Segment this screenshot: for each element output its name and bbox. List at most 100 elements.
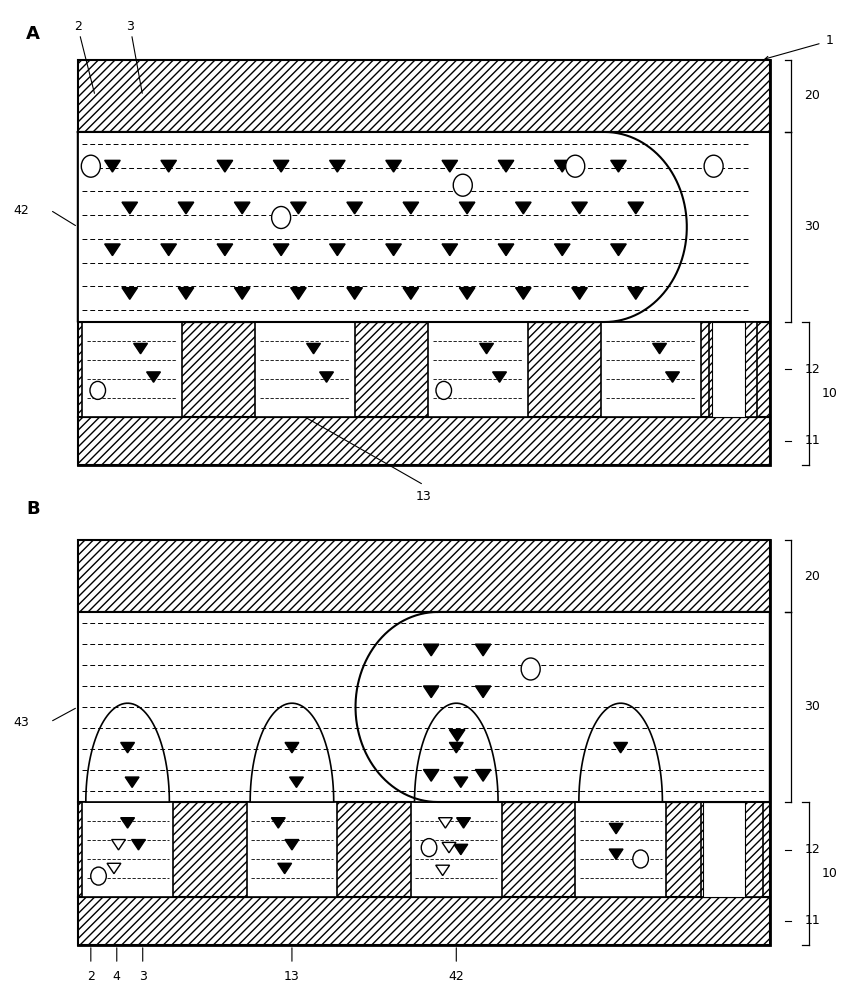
Polygon shape [403, 288, 419, 299]
Text: 30: 30 [804, 220, 820, 233]
Polygon shape [330, 244, 345, 256]
Bar [703, 802, 745, 897]
Polygon shape [572, 202, 587, 214]
Bar [601, 322, 701, 417]
Polygon shape [609, 849, 623, 859]
Polygon shape [131, 840, 145, 850]
Polygon shape [217, 244, 233, 256]
Polygon shape [403, 202, 419, 214]
Polygon shape [125, 777, 139, 787]
Polygon shape [424, 686, 439, 698]
Polygon shape [120, 818, 135, 828]
Bar [78, 897, 770, 945]
Polygon shape [442, 160, 458, 172]
Wedge shape [356, 612, 438, 802]
Polygon shape [611, 160, 626, 172]
Polygon shape [386, 244, 401, 256]
Polygon shape [105, 160, 120, 172]
Bar [78, 612, 770, 802]
Polygon shape [414, 703, 498, 802]
Bar [82, 802, 173, 897]
Text: 42: 42 [13, 204, 29, 217]
Polygon shape [436, 865, 450, 876]
Polygon shape [579, 703, 663, 802]
Polygon shape [161, 160, 176, 172]
Text: 11: 11 [804, 914, 820, 928]
Text: 10: 10 [822, 867, 837, 880]
Polygon shape [86, 703, 170, 802]
Bar [78, 132, 770, 322]
Bar [78, 417, 770, 465]
Circle shape [633, 850, 649, 868]
Polygon shape [320, 372, 334, 382]
Polygon shape [120, 742, 135, 753]
Text: B: B [26, 500, 40, 518]
Polygon shape [442, 842, 456, 853]
Polygon shape [347, 202, 362, 214]
Text: 20: 20 [804, 89, 820, 102]
Circle shape [91, 867, 106, 885]
Text: A: A [26, 25, 40, 43]
Polygon shape [112, 840, 125, 850]
Bar [78, 60, 770, 465]
Text: 4: 4 [112, 970, 121, 983]
Polygon shape [217, 160, 233, 172]
Polygon shape [273, 160, 289, 172]
Circle shape [704, 155, 723, 177]
Polygon shape [285, 840, 299, 850]
Text: 2: 2 [74, 20, 82, 33]
Circle shape [421, 839, 437, 857]
Polygon shape [347, 288, 362, 299]
Circle shape [566, 155, 585, 177]
Polygon shape [178, 202, 194, 214]
Polygon shape [493, 372, 507, 382]
Polygon shape [234, 202, 250, 214]
Polygon shape [330, 160, 345, 172]
Polygon shape [290, 777, 304, 787]
Circle shape [453, 174, 472, 196]
Polygon shape [424, 644, 439, 656]
Polygon shape [291, 202, 306, 214]
Text: 13: 13 [284, 970, 300, 983]
Polygon shape [105, 244, 120, 256]
Polygon shape [450, 730, 465, 741]
Polygon shape [134, 343, 148, 354]
Polygon shape [457, 818, 471, 828]
Text: 1: 1 [826, 33, 834, 46]
Bar [701, 802, 763, 897]
Polygon shape [614, 742, 628, 753]
Polygon shape [479, 343, 493, 354]
Text: 3: 3 [138, 970, 147, 983]
Polygon shape [291, 288, 306, 299]
Bar [255, 322, 355, 417]
Polygon shape [628, 288, 644, 299]
Polygon shape [459, 202, 475, 214]
Text: 11: 11 [804, 434, 820, 448]
Circle shape [436, 381, 452, 399]
Wedge shape [605, 132, 687, 322]
Polygon shape [476, 644, 491, 656]
Polygon shape [666, 372, 680, 382]
Polygon shape [250, 703, 334, 802]
Bar [78, 540, 770, 612]
Polygon shape [572, 288, 587, 299]
Text: 12: 12 [804, 843, 820, 856]
Text: 20: 20 [804, 569, 820, 582]
Bar [247, 802, 337, 897]
Polygon shape [122, 202, 138, 214]
Circle shape [81, 155, 100, 177]
Polygon shape [439, 818, 452, 828]
Polygon shape [272, 818, 285, 828]
Polygon shape [306, 343, 321, 354]
Text: 12: 12 [804, 363, 820, 376]
Bar [78, 60, 770, 132]
Polygon shape [442, 244, 458, 256]
Polygon shape [278, 863, 292, 874]
Circle shape [521, 658, 540, 680]
Polygon shape [178, 288, 194, 299]
Polygon shape [554, 244, 570, 256]
Polygon shape [234, 288, 250, 299]
Polygon shape [273, 244, 289, 256]
Bar [78, 802, 770, 897]
Text: 42: 42 [448, 970, 465, 983]
